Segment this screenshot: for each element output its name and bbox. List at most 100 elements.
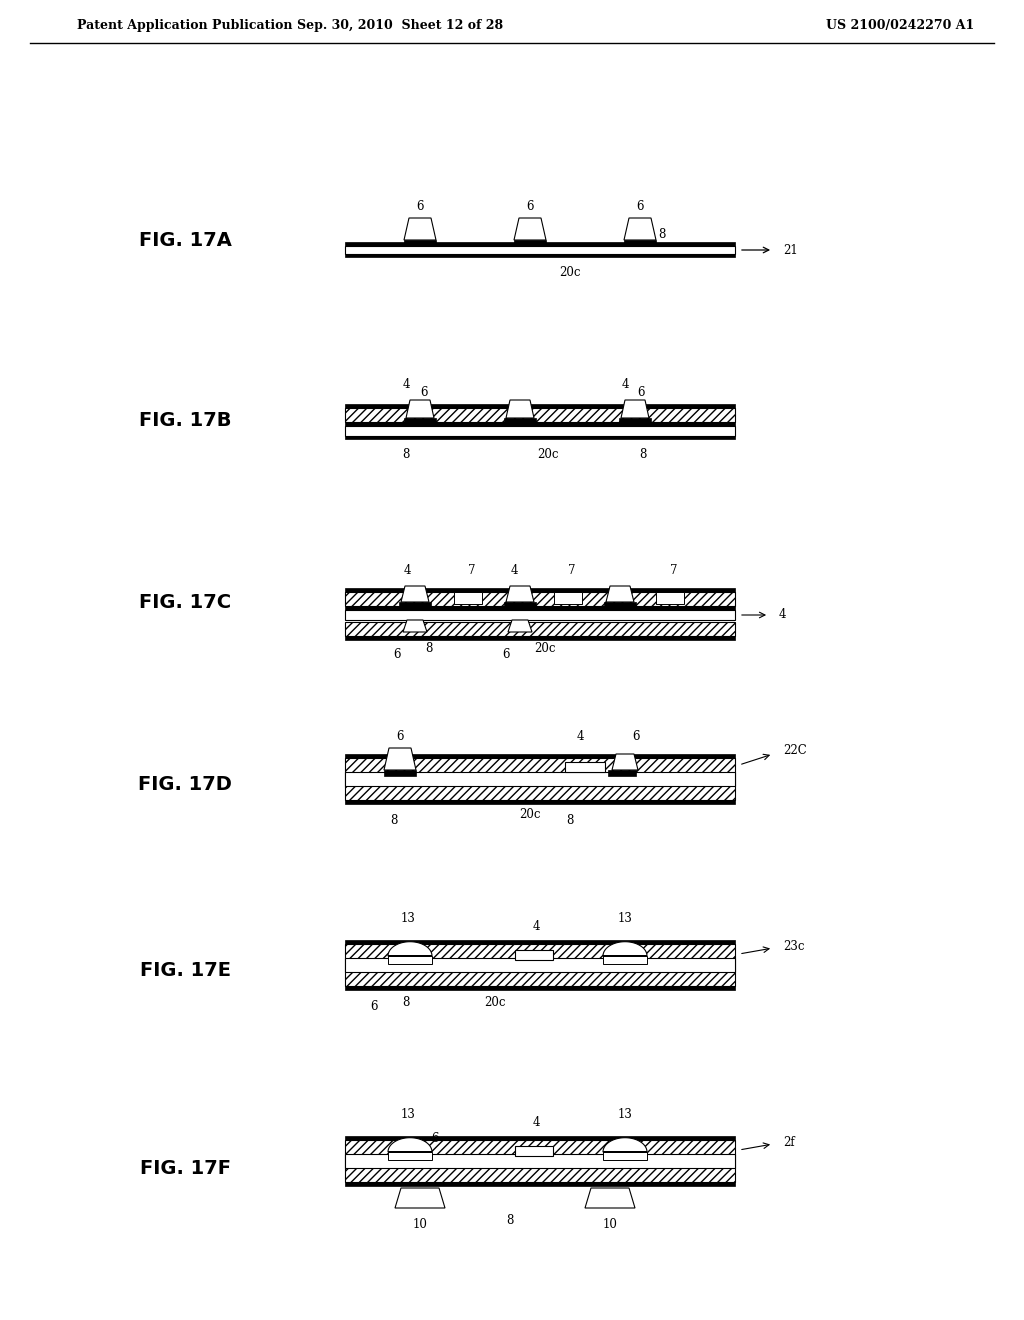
Polygon shape xyxy=(621,400,649,418)
Text: 20c: 20c xyxy=(559,265,581,279)
Bar xyxy=(345,940,735,944)
Bar xyxy=(345,636,735,640)
Bar xyxy=(345,253,735,257)
Text: 10: 10 xyxy=(413,1217,427,1230)
Bar xyxy=(515,950,553,960)
Bar xyxy=(345,246,735,253)
Bar xyxy=(603,1152,647,1160)
Text: 4: 4 xyxy=(402,378,410,391)
Text: 20c: 20c xyxy=(538,447,559,461)
Text: 6: 6 xyxy=(526,199,534,213)
Bar xyxy=(345,1140,735,1181)
Text: 8: 8 xyxy=(658,227,666,240)
Bar xyxy=(345,404,735,408)
Bar xyxy=(608,770,636,776)
Text: 4: 4 xyxy=(779,609,786,622)
Text: 6: 6 xyxy=(637,385,645,399)
Polygon shape xyxy=(506,400,534,418)
Text: 7: 7 xyxy=(468,564,476,577)
Text: 4: 4 xyxy=(403,564,411,577)
Bar xyxy=(345,422,735,426)
Text: 6: 6 xyxy=(371,999,378,1012)
Text: 13: 13 xyxy=(617,1107,633,1121)
Polygon shape xyxy=(406,400,434,418)
Text: FIG. 17F: FIG. 17F xyxy=(139,1159,230,1177)
Bar xyxy=(345,986,735,990)
Text: 22C: 22C xyxy=(783,743,807,756)
Text: 10: 10 xyxy=(602,1217,617,1230)
Polygon shape xyxy=(395,1188,445,1208)
Bar xyxy=(345,610,735,620)
Polygon shape xyxy=(603,941,647,956)
Text: 8: 8 xyxy=(566,813,573,826)
Text: Patent Application Publication: Patent Application Publication xyxy=(77,18,293,32)
Bar xyxy=(504,602,536,609)
Bar xyxy=(345,754,735,758)
Text: Sep. 30, 2010  Sheet 12 of 28: Sep. 30, 2010 Sheet 12 of 28 xyxy=(297,18,503,32)
Bar xyxy=(454,591,482,605)
Polygon shape xyxy=(388,1138,432,1152)
Text: 6: 6 xyxy=(502,648,510,660)
Text: 6: 6 xyxy=(416,199,424,213)
Bar xyxy=(345,591,735,606)
Text: 13: 13 xyxy=(400,1107,416,1121)
Text: 8: 8 xyxy=(506,1213,514,1226)
Bar xyxy=(345,1181,735,1185)
Polygon shape xyxy=(403,620,427,632)
Bar xyxy=(399,602,431,609)
Text: US 2100/0242270 A1: US 2100/0242270 A1 xyxy=(826,18,974,32)
Text: 20c: 20c xyxy=(484,995,506,1008)
Text: FIG. 17B: FIG. 17B xyxy=(138,411,231,429)
Bar xyxy=(565,762,605,772)
Text: 8: 8 xyxy=(402,995,410,1008)
Bar xyxy=(345,958,735,972)
Text: FIG. 17C: FIG. 17C xyxy=(139,593,231,611)
Polygon shape xyxy=(388,941,432,956)
Text: 13: 13 xyxy=(617,912,633,924)
Bar xyxy=(345,1154,735,1168)
Bar xyxy=(384,770,416,776)
Text: FIG. 17D: FIG. 17D xyxy=(138,775,232,793)
Bar xyxy=(388,1152,432,1160)
Polygon shape xyxy=(401,586,429,602)
Text: 13: 13 xyxy=(400,912,416,924)
Bar xyxy=(404,240,436,246)
Polygon shape xyxy=(603,1138,647,1152)
Polygon shape xyxy=(612,754,638,770)
Bar xyxy=(345,944,735,986)
Text: 23c: 23c xyxy=(783,940,805,953)
Text: 4: 4 xyxy=(622,378,629,391)
Text: 7: 7 xyxy=(671,564,678,577)
Bar xyxy=(504,418,536,424)
Bar xyxy=(345,800,735,804)
Bar xyxy=(624,240,656,246)
Text: 6: 6 xyxy=(431,1131,438,1144)
Text: 4: 4 xyxy=(532,920,540,932)
Bar xyxy=(515,1146,553,1156)
Text: 8: 8 xyxy=(402,447,410,461)
Text: 20c: 20c xyxy=(519,808,541,821)
Polygon shape xyxy=(384,748,416,770)
Polygon shape xyxy=(404,218,436,240)
Text: 6: 6 xyxy=(393,648,400,660)
Text: 6: 6 xyxy=(632,730,640,742)
Text: FIG. 17A: FIG. 17A xyxy=(138,231,231,249)
Polygon shape xyxy=(606,586,634,602)
Bar xyxy=(345,436,735,440)
Polygon shape xyxy=(585,1188,635,1208)
Bar xyxy=(656,591,684,605)
Bar xyxy=(345,1137,735,1140)
Text: 8: 8 xyxy=(390,813,397,826)
Text: 6: 6 xyxy=(420,385,428,399)
Text: 6: 6 xyxy=(636,199,644,213)
Text: 4: 4 xyxy=(510,564,518,577)
Bar xyxy=(603,956,647,964)
Polygon shape xyxy=(624,218,656,240)
Text: FIG. 17E: FIG. 17E xyxy=(139,961,230,979)
Bar xyxy=(404,418,436,424)
Bar xyxy=(345,408,735,422)
Bar xyxy=(345,587,735,591)
Bar xyxy=(345,606,735,610)
Bar xyxy=(345,242,735,246)
Bar xyxy=(345,426,735,436)
